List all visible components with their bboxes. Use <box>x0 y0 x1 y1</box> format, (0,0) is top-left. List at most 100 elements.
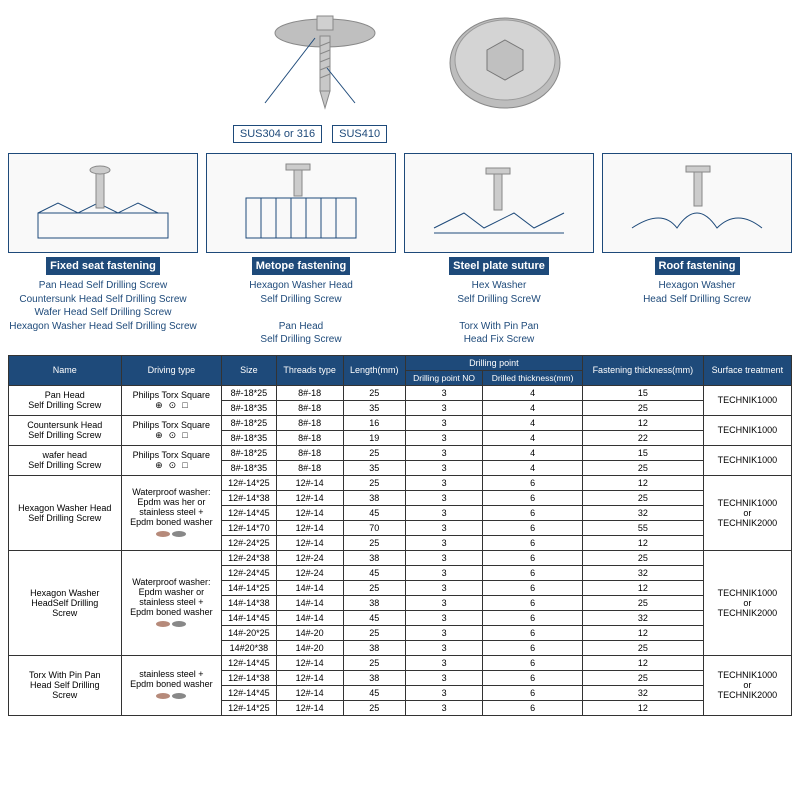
cell-length: 38 <box>343 550 405 565</box>
drive-icon: □ <box>182 400 187 410</box>
cell-size: 12#-14*38 <box>222 490 277 505</box>
drive-icon: □ <box>182 460 187 470</box>
cell-size: 12#-14*45 <box>222 655 277 670</box>
th-drill-no: Drilling point NO <box>405 370 482 385</box>
cell-fasten: 25 <box>582 490 703 505</box>
application-title: Steel plate suture <box>449 257 549 275</box>
cell-surface: TECHNIK1000 <box>703 385 791 415</box>
cell-length: 25 <box>343 625 405 640</box>
cell-size: 12#-14*70 <box>222 520 277 535</box>
table-row: Countersunk HeadSelf Drilling ScrewPhili… <box>9 415 792 430</box>
cell-length: 25 <box>343 475 405 490</box>
cell-dthick: 4 <box>483 445 583 460</box>
cell-name: Torx With Pin PanHead Self DrillingScrew <box>9 655 122 715</box>
cell-length: 25 <box>343 535 405 550</box>
cell-length: 45 <box>343 505 405 520</box>
cell-dthick: 6 <box>483 535 583 550</box>
cell-surface: TECHNIK1000orTECHNIK2000 <box>703 655 791 715</box>
cell-length: 45 <box>343 685 405 700</box>
cell-threads: 8#-18 <box>276 460 343 475</box>
cell-dno: 3 <box>405 430 482 445</box>
drive-icon: □ <box>182 430 187 440</box>
washer-icon <box>172 531 186 537</box>
cell-size: 12#-14*25 <box>222 700 277 715</box>
cell-threads: 14#-14 <box>276 595 343 610</box>
cell-fasten: 25 <box>582 460 703 475</box>
cell-threads: 12#-24 <box>276 565 343 580</box>
cell-name: Hexagon Washer HeadSelf Drilling Screw <box>9 475 122 550</box>
cell-surface: TECHNIK1000orTECHNIK2000 <box>703 475 791 550</box>
cell-size: 12#-14*25 <box>222 475 277 490</box>
application-desc: Pan Head Self Drilling ScrewCountersunk … <box>8 279 198 333</box>
cell-size: 14#-14*38 <box>222 595 277 610</box>
cell-threads: 12#-14 <box>276 700 343 715</box>
cell-size: 12#-24*38 <box>222 550 277 565</box>
cell-fasten: 12 <box>582 535 703 550</box>
cell-dno: 3 <box>405 580 482 595</box>
cell-size: 8#-18*25 <box>222 415 277 430</box>
cell-dthick: 6 <box>483 490 583 505</box>
table-row: Hexagon WasherHeadSelf DrillingScrewWate… <box>9 550 792 565</box>
th-drill-group: Drilling point <box>405 355 582 370</box>
cell-threads: 12#-14 <box>276 505 343 520</box>
cell-dthick: 6 <box>483 475 583 490</box>
cell-dthick: 4 <box>483 400 583 415</box>
cell-driving: Waterproof washer:Epdm was her orstainle… <box>121 475 222 550</box>
table-head: Name Driving type Size Threads type Leng… <box>9 355 792 385</box>
cell-dthick: 6 <box>483 550 583 565</box>
cell-threads: 14#-20 <box>276 640 343 655</box>
drive-icon: ⊕ <box>155 460 163 470</box>
cell-threads: 12#-14 <box>276 685 343 700</box>
cell-dthick: 6 <box>483 685 583 700</box>
page: SUS304 or 316 SUS410 Fixed seat fastenin… <box>0 0 800 724</box>
cell-threads: 12#-24 <box>276 550 343 565</box>
cell-dthick: 6 <box>483 505 583 520</box>
cell-dno: 3 <box>405 520 482 535</box>
washer-icon <box>172 621 186 627</box>
cell-dthick: 6 <box>483 640 583 655</box>
cell-fasten: 12 <box>582 415 703 430</box>
cell-size: 12#-24*45 <box>222 565 277 580</box>
cell-threads: 8#-18 <box>276 430 343 445</box>
cell-dthick: 6 <box>483 595 583 610</box>
th-size: Size <box>222 355 277 385</box>
cell-length: 45 <box>343 565 405 580</box>
cell-threads: 12#-14 <box>276 475 343 490</box>
drive-icon: ⊙ <box>169 460 177 470</box>
cell-fasten: 12 <box>582 475 703 490</box>
cell-fasten: 25 <box>582 550 703 565</box>
cell-dno: 3 <box>405 490 482 505</box>
cell-surface: TECHNIK1000 <box>703 415 791 445</box>
cell-dno: 3 <box>405 685 482 700</box>
spec-table: Name Driving type Size Threads type Leng… <box>8 355 792 716</box>
cell-dno: 3 <box>405 460 482 475</box>
cell-driving: stainless steel +Epdm boned washer <box>121 655 222 715</box>
cell-length: 19 <box>343 430 405 445</box>
cell-fasten: 12 <box>582 580 703 595</box>
th-fasten: Fastening thickness(mm) <box>582 355 703 385</box>
cell-threads: 12#-14 <box>276 535 343 550</box>
cell-size: 14#-14*25 <box>222 580 277 595</box>
cell-dthick: 6 <box>483 655 583 670</box>
cell-size: 12#-14*45 <box>222 685 277 700</box>
cell-length: 25 <box>343 445 405 460</box>
screw-top-icon <box>435 8 575 118</box>
cell-length: 25 <box>343 700 405 715</box>
table-body: Pan HeadSelf Drilling ScrewPhilips Torx … <box>9 385 792 715</box>
cell-fasten: 12 <box>582 625 703 640</box>
cell-size: 14#-14*45 <box>222 610 277 625</box>
application-row: Fixed seat fasteningPan Head Self Drilli… <box>8 153 792 347</box>
cell-dno: 3 <box>405 565 482 580</box>
washer-icon <box>156 693 170 699</box>
cell-fasten: 15 <box>582 385 703 400</box>
cell-fasten: 25 <box>582 670 703 685</box>
cell-dno: 3 <box>405 670 482 685</box>
cell-name: Hexagon WasherHeadSelf DrillingScrew <box>9 550 122 655</box>
cell-dthick: 6 <box>483 610 583 625</box>
cell-dno: 3 <box>405 550 482 565</box>
cell-size: 8#-18*25 <box>222 385 277 400</box>
cell-fasten: 32 <box>582 565 703 580</box>
th-name: Name <box>9 355 122 385</box>
cell-dthick: 6 <box>483 700 583 715</box>
screw-side-view: SUS304 or 316 SUS410 <box>225 8 395 143</box>
